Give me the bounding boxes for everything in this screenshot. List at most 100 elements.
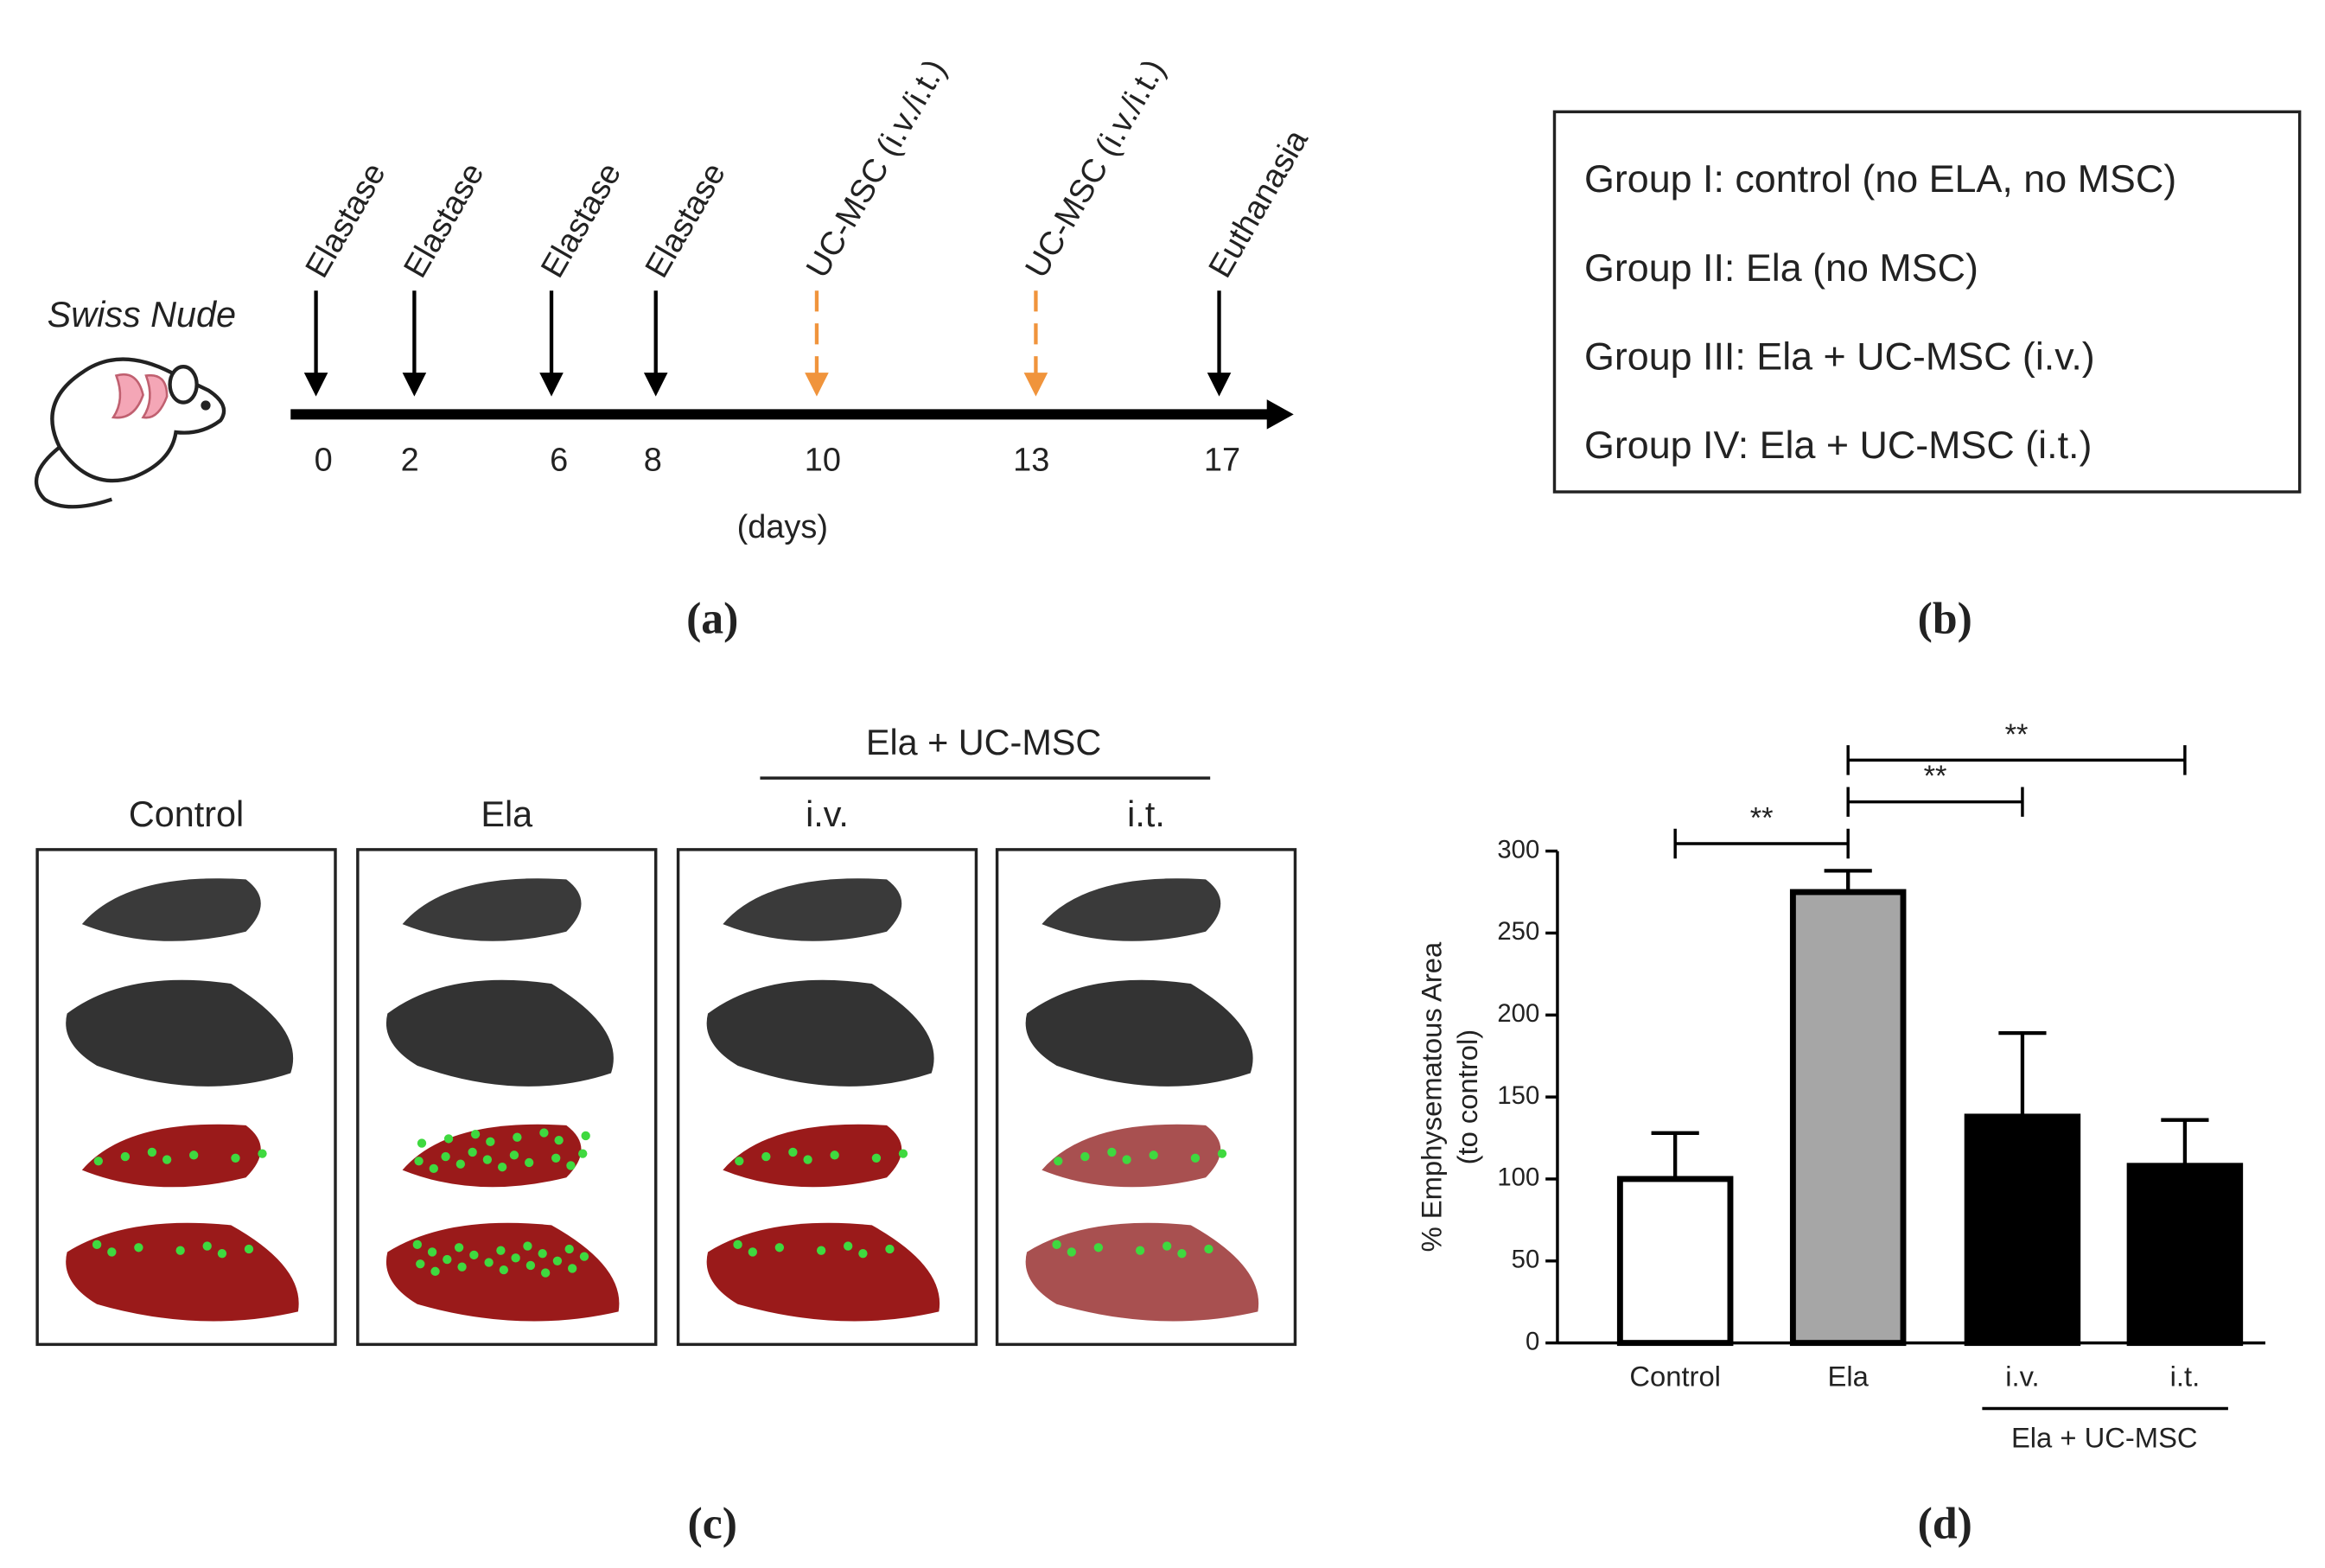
- lung-spot: [748, 1247, 757, 1257]
- event-label: UC-MSC (i.v./i.t.): [1019, 54, 1173, 284]
- image-label: i.t.: [1127, 794, 1165, 834]
- lung-spot: [482, 1155, 493, 1164]
- lung-spot: [871, 1153, 882, 1163]
- day-label: 6: [550, 443, 568, 479]
- lung-spot: [843, 1241, 853, 1251]
- significance-bracket: [1673, 828, 1850, 859]
- event-label: Elastase: [299, 157, 393, 284]
- y-tick-label: 300: [1497, 835, 1539, 864]
- lung-spot: [441, 1151, 450, 1162]
- event-arrowhead: [402, 373, 427, 397]
- lung-red: [723, 1124, 902, 1188]
- lung-spot: [468, 1147, 477, 1157]
- image-label: i.v.: [806, 794, 849, 834]
- lung-spot: [416, 1259, 425, 1269]
- lung-gray: [1025, 979, 1253, 1087]
- lung-image: [385, 878, 620, 1322]
- lung-red: [81, 1124, 261, 1188]
- lung-spot: [1217, 1149, 1227, 1158]
- lung-spot: [898, 1149, 908, 1158]
- lung-spot: [497, 1162, 507, 1172]
- lung-spot: [134, 1243, 143, 1252]
- lung-gray: [81, 878, 261, 941]
- lung-gray: [402, 878, 582, 941]
- lung-spot: [551, 1153, 561, 1163]
- lung-spot: [499, 1265, 509, 1275]
- event-label: Elastase: [397, 157, 491, 284]
- significance-label: **: [1750, 801, 1774, 834]
- lung-spot: [202, 1241, 212, 1251]
- lung-spot: [1054, 1157, 1063, 1166]
- panel-label: (b): [1918, 595, 1972, 644]
- significance-bracket: [1846, 787, 2024, 817]
- lung-spot: [147, 1147, 157, 1157]
- y-tick-label: 200: [1497, 999, 1539, 1028]
- event-arrowhead: [643, 373, 668, 397]
- x-tick-label: Control: [1629, 1361, 1721, 1393]
- error-bar: [1824, 869, 1872, 893]
- error-bar: [2161, 1118, 2209, 1166]
- x-tick-label: Ela: [1828, 1361, 1870, 1393]
- lung-spot: [1107, 1147, 1117, 1157]
- panel-label: (a): [686, 595, 738, 644]
- lung-spot: [469, 1250, 479, 1260]
- significance-bracket: [1846, 745, 2187, 775]
- lung-red: [66, 1222, 299, 1322]
- lung-gray: [1041, 878, 1221, 941]
- lung-spot: [816, 1246, 826, 1255]
- event-arrowhead: [303, 373, 328, 397]
- group-label: Ela + UC-MSC: [866, 723, 1101, 762]
- lung-spot: [1162, 1241, 1172, 1251]
- lung-spot: [509, 1151, 519, 1160]
- panel-label: (d): [1918, 1499, 1972, 1548]
- lung-spot: [774, 1243, 785, 1252]
- x-tick-label: i.v.: [2005, 1361, 2039, 1393]
- lung-spot: [455, 1159, 466, 1169]
- bar: [1789, 889, 1907, 1347]
- day-label: 17: [1204, 443, 1240, 479]
- lung-spot: [231, 1153, 240, 1163]
- timeline-arrowhead: [1266, 399, 1294, 430]
- panel-label: (c): [688, 1499, 737, 1548]
- group-line-text: Group II: Ela (no MSC): [1584, 245, 1978, 290]
- group-line-text: Group III: Ela + UC-MSC (i.v.): [1584, 334, 2095, 378]
- y-axis-label: (to control): [1451, 1029, 1483, 1165]
- lung-spot: [788, 1147, 798, 1157]
- lung-spot: [733, 1240, 742, 1249]
- lung-spot: [858, 1248, 868, 1259]
- lung-spot: [417, 1138, 427, 1148]
- event-label: UC-MSC (i.v./i.t.): [799, 54, 953, 284]
- lung-spot: [470, 1130, 481, 1139]
- lung-spot: [412, 1240, 423, 1249]
- lung-spot: [523, 1241, 532, 1251]
- error-bar: [1998, 1030, 2047, 1117]
- event-label: Elastase: [639, 157, 733, 284]
- lung-spot: [552, 1256, 563, 1265]
- group-line-text: Group IV: Ela + UC-MSC (i.t.): [1584, 423, 2092, 467]
- day-label: 13: [1013, 443, 1049, 479]
- lung-spot: [1149, 1151, 1158, 1160]
- image-label: Control: [129, 794, 244, 834]
- lung-spot: [1122, 1155, 1131, 1164]
- significance-label: **: [1924, 760, 1947, 793]
- lung-spot: [513, 1132, 522, 1142]
- lung-spot: [524, 1157, 534, 1168]
- lung-red: [1025, 1222, 1259, 1322]
- lung-spot: [1204, 1244, 1213, 1254]
- lung-spot: [564, 1244, 574, 1254]
- lung-spot: [1093, 1243, 1104, 1252]
- y-tick-label: 150: [1497, 1081, 1539, 1110]
- bar: [1964, 1113, 2081, 1347]
- lung-spot: [175, 1246, 185, 1255]
- y-tick-label: 100: [1497, 1163, 1539, 1192]
- significance-label: **: [2005, 718, 2029, 751]
- lung-gray: [723, 878, 902, 941]
- day-label: 2: [401, 443, 419, 479]
- event-arrowhead: [805, 373, 829, 397]
- lung-spot: [567, 1264, 577, 1273]
- x-tick-label: i.t.: [2170, 1361, 2201, 1393]
- event-arrowhead: [1207, 373, 1232, 397]
- y-tick-label: 0: [1526, 1327, 1539, 1355]
- lung-gray: [706, 979, 934, 1087]
- lung-spot: [581, 1131, 590, 1141]
